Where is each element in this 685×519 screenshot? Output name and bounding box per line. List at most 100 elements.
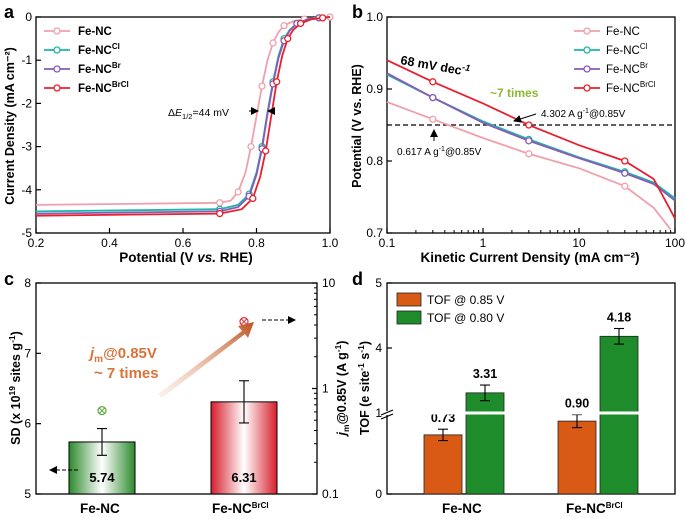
half-wave-annotation: ΔE1/2=44 mV (168, 107, 275, 121)
panel-c-annotation: jm@0.85V (88, 345, 157, 365)
panel-a-xtick-label: 0.4 (101, 236, 118, 250)
legend-label: Fe-NCBrCl (606, 80, 656, 95)
low-value-label: 0.617 A g-1@0.85V (397, 146, 482, 158)
panel-b-ylabel: Potential (V vs. RHE) (350, 64, 364, 188)
panel-d-bar (599, 335, 639, 495)
legend-label: Fe-NCCl (606, 42, 648, 57)
legend-label: Fe-NCBr (78, 61, 121, 76)
panel-d-bar (465, 392, 505, 495)
tafel-slope-label: 68 mV dec-1 (399, 51, 471, 79)
panel-c-ytick-label: 7 (24, 346, 31, 360)
panel-letter-a: a (4, 2, 15, 22)
panel-d-ytick-label: 1 (375, 406, 382, 420)
panel-d-frame (386, 282, 676, 495)
panel-b-point (621, 169, 629, 177)
panel-a-point (258, 82, 266, 90)
panel-a-point (273, 78, 281, 86)
panel-a-xtick-label: 0.2 (28, 236, 45, 250)
panel-a-ytick-label: -4 (21, 183, 32, 197)
panel-a-point (280, 21, 288, 30)
legend-label: Fe-NCBr (606, 61, 648, 76)
panel-b-xtick-label: 0.1 (379, 236, 396, 250)
panel-b-series (386, 59, 676, 230)
panel-a-point (249, 194, 257, 203)
legend-marker (53, 27, 61, 35)
panel-b-ytick-label: 1.0 (366, 10, 383, 24)
panel-b-times-label: ~7 times (490, 86, 539, 100)
panel-c-ylabel-right: jm@0.85V (A g-1) (333, 341, 351, 438)
panel-c-ytick-label: 6 (24, 417, 31, 431)
panel-b-ticks: 0.1 1 10 100 0.7 0.8 0.9 1.0 (366, 10, 685, 250)
panel-a-ytick-label: -1 (21, 53, 32, 67)
panel-c-ylabel-left: SD (x 1019 sites g-1) (7, 331, 23, 445)
panel-d-value-label: 4.18 (607, 311, 631, 325)
panel-c-ytick-right-label: 10 (322, 276, 336, 290)
half-wave-label: ΔE1/2=44 mV (168, 107, 229, 121)
panel-b-legend: Fe-NC Fe-NCCl Fe-NCBr Fe-NCBrCl (574, 26, 656, 95)
panel-c-ytick-right-label: 1 (322, 382, 329, 396)
panel-a-ytick-label: -2 (21, 96, 32, 110)
legend-label: TOF @ 0.85 V (427, 293, 504, 307)
panel-d-ytick-label: 5 (375, 276, 382, 290)
panel-a-point (262, 147, 270, 155)
panel-b-point (621, 182, 629, 190)
panel-b-point (525, 137, 533, 145)
panel-c-category-label: Fe-NCBrCl (212, 501, 269, 516)
panel-b-xtick-label: 10 (572, 236, 586, 250)
panel-letter-d: d (352, 269, 363, 289)
panel-c-jm-cross (240, 318, 248, 325)
panel-d-tof: 0 1 4 5 0.73 0.90 3.31 4.18 Fe-NC Fe-NCBrCl TOF … (356, 276, 676, 516)
panel-a-ytick-label: 0 (25, 10, 32, 24)
panel-a-series (35, 13, 334, 218)
panel-b-series-line (386, 59, 676, 220)
growth-arrow (158, 322, 254, 398)
legend-marker (583, 65, 591, 73)
panel-a-point (296, 19, 305, 28)
panel-a-xlabel: Potential (V vs. RHE) (119, 250, 253, 265)
panel-a-xtick-label: 0.6 (175, 236, 192, 250)
panel-c-ytick-label: 5 (24, 487, 31, 501)
legend-marker (53, 84, 61, 92)
panel-a-point (284, 34, 292, 43)
panel-b-point (525, 121, 533, 129)
panel-a-point (269, 39, 277, 47)
panel-a-ylabel: Current Density (mA cm⁻²) (3, 47, 17, 205)
panel-a-ticks: 0.2 0.4 0.6 0.8 1.0 -5 -4 -3 -2 -1 0 (21, 10, 338, 250)
panel-a-point (216, 199, 224, 207)
panel-b-xlabel: Kinetic Current Density (mA cm⁻²) (421, 250, 640, 265)
panel-c-jm-cross (98, 407, 106, 414)
panel-a-xtick-label: 1.0 (322, 236, 339, 250)
panel-c-ytick-label: 8 (24, 276, 31, 290)
panel-c-ytick-right-label: 0.1 (322, 487, 339, 501)
legend-marker (583, 27, 591, 35)
panel-b-tafel: 0.1 1 10 100 0.7 0.8 0.9 1.0 Fe-NC Fe-NCCl Fe-NCB… (350, 10, 685, 265)
legend-marker (53, 65, 61, 73)
panel-d-bar (557, 420, 597, 495)
panel-a-lsv: 0.2 0.4 0.6 0.8 1.0-5-4-3-2-10 Fe-NCFe-NCClF… (3, 10, 339, 265)
panel-d-ticks: 0 1 4 5 (375, 276, 392, 501)
panel-letter-c: c (4, 269, 14, 289)
panel-b-point (621, 157, 629, 165)
panel-d-category-label: Fe-NCBrCl (566, 501, 623, 516)
panel-c-category-label: Fe-NC (80, 501, 120, 516)
panel-b-series-line (386, 101, 672, 230)
panel-b-point (525, 150, 533, 158)
legend-marker (583, 84, 591, 92)
panel-d-category-label: Fe-NC (442, 501, 482, 516)
axis-break-mark (380, 409, 394, 420)
legend-swatch (396, 292, 422, 307)
legend-label: TOF @ 0.80 V (427, 311, 504, 325)
high-value-annotation: 4.302 A g-1@0.85V (513, 108, 626, 123)
panel-c-ticks: 5 6 7 8 0.1 1 10 (24, 276, 339, 501)
panel-a-point (234, 188, 242, 196)
panel-a-point (216, 209, 224, 218)
panel-b-ytick-label: 0.8 (366, 154, 383, 168)
panel-d-bar (423, 434, 463, 495)
panel-d-legend: TOF @ 0.85 V TOF @ 0.80 V (396, 292, 504, 325)
legend-label: Fe-NC (606, 26, 640, 38)
panel-c-value-label: 5.74 (89, 470, 115, 485)
panel-c-site-density: 5 6 7 8 0.1 1 10 5.74 Fe-NC 6.31 Fe-NCBrCl SD (x … (7, 276, 351, 516)
panel-d-break-band (388, 411, 674, 415)
panel-d-value-label: 3.31 (473, 367, 497, 381)
